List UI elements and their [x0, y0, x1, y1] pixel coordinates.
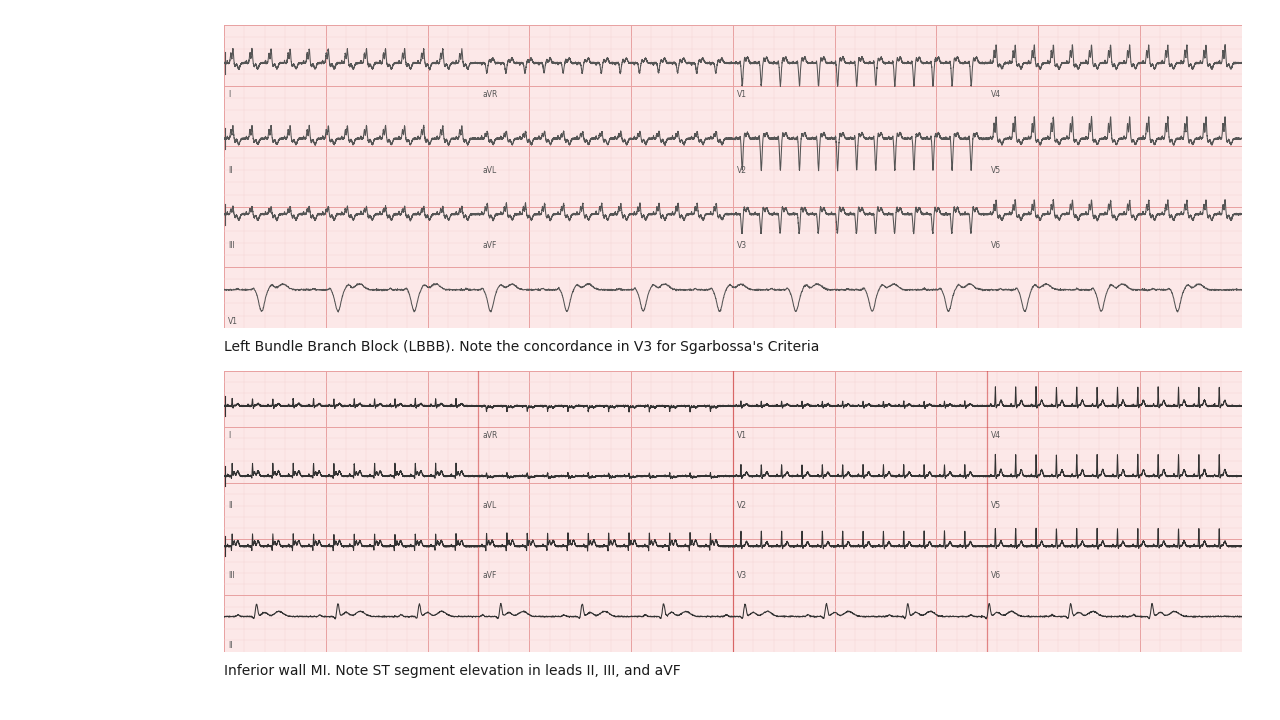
- Text: V2: V2: [737, 166, 746, 175]
- Text: II: II: [228, 501, 233, 510]
- Text: V5: V5: [991, 501, 1001, 510]
- Text: V6: V6: [991, 241, 1001, 251]
- Text: V2: V2: [737, 501, 746, 510]
- Text: aVF: aVF: [483, 241, 497, 251]
- Text: III: III: [228, 241, 234, 251]
- Text: V4: V4: [991, 90, 1001, 99]
- Text: aVF: aVF: [483, 571, 497, 580]
- Text: aVR: aVR: [483, 90, 498, 99]
- Text: V3: V3: [737, 571, 748, 580]
- Text: V1: V1: [228, 317, 238, 326]
- Text: aVL: aVL: [483, 166, 497, 175]
- Text: III: III: [228, 571, 234, 580]
- Text: V5: V5: [991, 166, 1001, 175]
- Text: Inferior wall MI. Note ST segment elevation in leads II, III, and aVF: Inferior wall MI. Note ST segment elevat…: [224, 664, 681, 678]
- Text: V4: V4: [991, 431, 1001, 440]
- Text: I: I: [228, 431, 230, 440]
- Text: V1: V1: [737, 431, 746, 440]
- Text: Left Bundle Branch Block (LBBB). Note the concordance in V3 for Sgarbossa's Crit: Left Bundle Branch Block (LBBB). Note th…: [224, 340, 819, 354]
- Text: II: II: [228, 166, 233, 175]
- Text: V3: V3: [737, 241, 748, 251]
- Text: V6: V6: [991, 571, 1001, 580]
- Text: I: I: [228, 90, 230, 99]
- Text: aVR: aVR: [483, 431, 498, 440]
- Text: aVL: aVL: [483, 501, 497, 510]
- Text: II: II: [228, 642, 233, 650]
- Text: V1: V1: [737, 90, 746, 99]
